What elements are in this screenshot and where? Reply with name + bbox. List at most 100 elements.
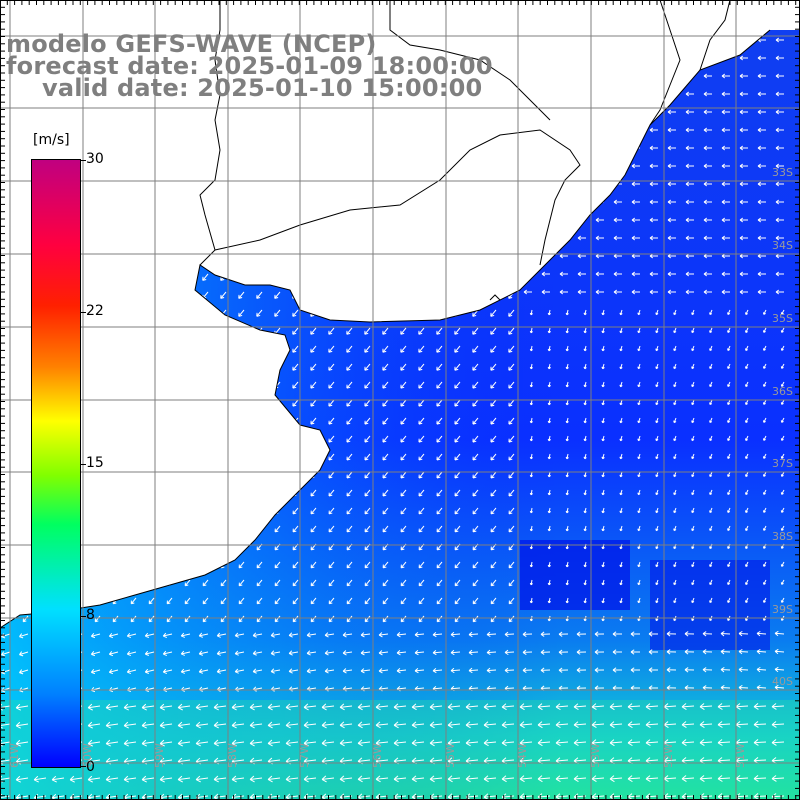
wind-arrow xyxy=(762,417,767,423)
wind-arrow xyxy=(202,273,209,281)
wind-arrow xyxy=(673,327,677,334)
wind-arrow xyxy=(130,165,137,174)
wind-arrow xyxy=(667,109,676,115)
wind-arrow xyxy=(256,363,263,371)
wind-arrow xyxy=(22,435,29,443)
wind-arrow xyxy=(285,703,299,711)
wind-arrow xyxy=(775,217,784,223)
wind-arrow xyxy=(472,363,479,371)
wind-arrow xyxy=(381,129,389,138)
wind-arrow xyxy=(489,93,497,102)
wind-arrow xyxy=(328,165,335,174)
wind-arrow xyxy=(486,649,497,656)
wind-arrow xyxy=(22,561,29,569)
wind-arrow xyxy=(454,561,461,569)
wind-arrow xyxy=(1,651,11,657)
wind-arrow xyxy=(490,597,497,605)
wind-arrow xyxy=(310,435,317,443)
wind-arrow xyxy=(691,471,695,478)
wind-arrow xyxy=(501,703,515,711)
wind-arrow xyxy=(87,775,101,783)
wind-arrow xyxy=(22,381,29,389)
wind-arrow xyxy=(346,489,353,497)
wind-arrow xyxy=(310,345,317,353)
wind-arrow xyxy=(112,183,119,192)
wind-arrow xyxy=(292,165,299,174)
wind-arrow xyxy=(382,147,389,156)
wind-arrow xyxy=(483,721,497,729)
wind-arrow xyxy=(667,235,676,241)
wind-arrow xyxy=(112,219,119,227)
wind-arrow xyxy=(184,489,191,497)
wind-arrow xyxy=(631,235,640,241)
wind-arrow xyxy=(727,309,731,315)
wind-arrow xyxy=(619,363,623,370)
wind-arrow xyxy=(762,489,767,495)
wind-arrow xyxy=(595,235,604,241)
wind-arrow xyxy=(4,363,11,371)
wind-arrow xyxy=(775,91,784,97)
wind-arrow xyxy=(490,561,497,569)
wind-arrow xyxy=(148,165,155,174)
wind-arrow xyxy=(703,145,712,151)
wind-arrow xyxy=(292,147,299,156)
wind-arrow xyxy=(202,399,209,407)
wind-arrow xyxy=(490,255,497,263)
wind-arrow xyxy=(613,289,622,295)
wind-arrow xyxy=(238,219,245,227)
wind-arrow xyxy=(472,525,479,533)
wind-arrow xyxy=(757,271,766,277)
wind-arrow xyxy=(238,273,245,281)
wind-arrow xyxy=(51,775,65,783)
wind-arrow xyxy=(541,37,550,43)
wind-arrow xyxy=(522,667,533,673)
wind-arrow xyxy=(613,271,622,277)
wind-arrow xyxy=(328,147,335,156)
wind-arrow xyxy=(4,615,11,623)
wind-arrow xyxy=(364,471,371,479)
wind-arrow xyxy=(595,271,604,277)
wind-arrow xyxy=(577,127,586,133)
wind-arrow xyxy=(400,417,407,425)
wind-arrow xyxy=(472,507,479,515)
wind-arrow xyxy=(529,381,533,388)
wind-arrow xyxy=(249,721,263,729)
wind-arrow xyxy=(436,453,443,461)
wind-arrow xyxy=(523,181,532,187)
wind-arrow xyxy=(40,147,47,156)
wind-arrow xyxy=(541,217,550,223)
lat-label: 40S xyxy=(772,675,793,688)
wind-arrow xyxy=(148,201,155,210)
wind-arrow xyxy=(198,668,209,674)
colorbar-label-22: 22 xyxy=(86,303,104,319)
wind-arrow xyxy=(721,289,730,295)
wind-arrow xyxy=(490,363,497,371)
wind-arrow xyxy=(346,291,353,299)
wind-arrow xyxy=(418,597,425,605)
wind-arrow xyxy=(489,111,497,120)
wind-arrow xyxy=(310,417,317,425)
wind-arrow xyxy=(112,327,119,335)
wind-arrow xyxy=(490,489,497,497)
wind-arrow xyxy=(558,667,569,673)
wind-arrow xyxy=(709,489,713,496)
wind-arrow xyxy=(202,579,209,587)
wind-arrow xyxy=(256,471,263,479)
wind-arrow xyxy=(436,255,443,263)
wind-arrow xyxy=(184,309,191,317)
wind-arrow xyxy=(645,721,659,729)
wind-arrow xyxy=(775,73,784,79)
wind-arrow xyxy=(655,561,659,568)
wind-arrow xyxy=(418,237,425,245)
wind-arrow xyxy=(667,55,676,61)
wind-arrow xyxy=(94,399,101,407)
wind-arrow xyxy=(364,201,371,210)
wind-arrow xyxy=(162,650,173,656)
wind-arrow xyxy=(583,417,587,424)
wind-arrow xyxy=(108,632,119,639)
wind-arrow xyxy=(454,291,461,299)
wind-arrow xyxy=(541,253,550,259)
wind-arrow xyxy=(105,721,119,729)
wind-arrow xyxy=(382,417,389,425)
